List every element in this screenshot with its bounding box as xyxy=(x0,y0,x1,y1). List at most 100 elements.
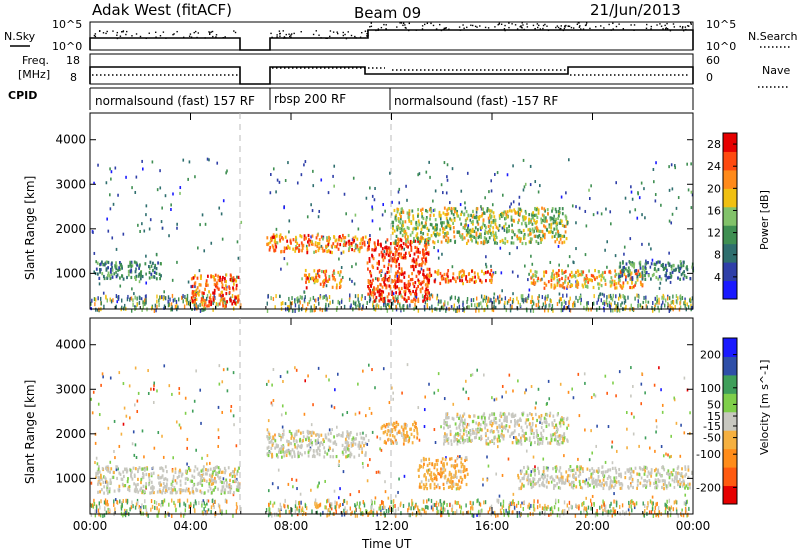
heatmap-cell xyxy=(461,233,464,237)
heatmap-cell xyxy=(431,308,433,313)
heatmap-cell xyxy=(134,277,137,281)
heatmap-cell xyxy=(639,280,642,284)
heatmap-cell xyxy=(480,280,483,284)
heatmap-cell xyxy=(379,227,381,231)
heatmap-cell xyxy=(446,178,449,182)
heatmap-cell xyxy=(479,512,481,517)
heatmap-cell xyxy=(367,513,369,518)
noise-dot xyxy=(546,25,548,27)
heatmap-cell xyxy=(669,507,671,512)
heatmap-cell xyxy=(490,220,493,224)
heatmap-cell xyxy=(664,502,666,507)
heatmap-cell xyxy=(551,304,554,309)
heatmap-cell xyxy=(371,368,373,372)
heatmap-cell xyxy=(115,468,118,472)
heatmap-cell xyxy=(621,273,624,278)
noise-dot xyxy=(595,26,597,28)
heatmap-cell xyxy=(156,389,158,393)
heatmap-cell xyxy=(623,300,626,305)
heatmap-cell xyxy=(217,436,220,440)
heatmap-cell xyxy=(326,236,328,240)
heatmap-cell xyxy=(416,237,419,241)
heatmap-cell xyxy=(398,271,401,275)
heatmap-cell xyxy=(608,294,610,299)
heatmap-cell xyxy=(199,283,202,287)
noise-dot xyxy=(536,23,539,25)
heatmap-cell xyxy=(439,271,442,276)
heatmap-cell xyxy=(195,297,198,302)
heatmap-cell xyxy=(458,304,461,309)
heatmap-cell xyxy=(600,212,603,216)
heatmap-cell xyxy=(134,295,136,300)
heatmap-cell xyxy=(402,304,404,309)
heatmap-cell xyxy=(583,501,585,506)
heatmap-cell xyxy=(159,481,162,485)
heatmap-cell xyxy=(675,421,678,425)
heatmap-cell xyxy=(230,472,232,476)
heatmap-cell xyxy=(134,467,137,471)
heatmap-cell xyxy=(107,426,110,430)
heatmap-cell xyxy=(237,256,240,260)
heatmap-cell xyxy=(287,505,289,510)
heatmap-cell xyxy=(583,278,586,282)
heatmap-cell xyxy=(385,240,387,244)
heatmap-cell xyxy=(222,368,225,372)
heatmap-cell xyxy=(113,470,115,475)
heatmap-cell xyxy=(546,402,548,406)
heatmap-cell xyxy=(400,238,403,243)
heatmap-cell xyxy=(391,200,393,204)
heatmap-cell xyxy=(380,274,382,278)
heatmap-cell xyxy=(280,267,282,271)
heatmap-cell xyxy=(573,273,576,277)
heatmap-cell xyxy=(419,270,421,274)
heatmap-cell xyxy=(198,269,201,273)
heatmap-cell xyxy=(105,268,108,272)
heatmap-cell xyxy=(506,215,509,219)
heatmap-cell xyxy=(553,286,556,290)
noise-dot xyxy=(94,33,97,35)
heatmap-cell xyxy=(338,273,341,277)
heatmap-cell xyxy=(304,160,307,164)
heatmap-cell xyxy=(411,277,414,282)
heatmap-cell xyxy=(233,470,236,474)
heatmap-cell xyxy=(158,298,160,303)
heatmap-cell xyxy=(168,234,170,238)
heatmap-cell xyxy=(526,299,528,304)
heatmap-cell xyxy=(537,211,540,215)
heatmap-cell xyxy=(634,208,637,212)
heatmap-cell xyxy=(530,218,533,222)
noise-dot xyxy=(342,34,345,37)
heatmap-cell xyxy=(375,298,377,303)
heatmap-cell xyxy=(566,285,569,289)
heatmap-cell xyxy=(237,294,240,298)
heatmap-cell xyxy=(638,294,640,299)
heatmap-cell xyxy=(660,203,662,207)
heatmap-cell xyxy=(212,301,214,306)
heatmap-cell xyxy=(368,363,370,367)
heatmap-cell xyxy=(517,500,520,505)
heatmap-cell xyxy=(98,480,101,485)
heatmap-cell xyxy=(483,272,486,276)
heatmap-cell xyxy=(609,270,612,275)
heatmap-cell xyxy=(479,232,482,237)
noise-dot xyxy=(579,25,581,27)
heatmap-cell xyxy=(648,510,651,515)
heatmap-cell xyxy=(122,232,125,236)
heatmap-cell xyxy=(655,502,657,507)
heatmap-cell xyxy=(562,293,564,298)
heatmap-cell xyxy=(153,383,155,387)
heatmap-cell xyxy=(485,279,487,283)
heatmap-cell xyxy=(178,470,181,474)
heatmap-cell xyxy=(202,307,205,312)
heatmap-cell xyxy=(479,226,482,230)
heatmap-cell xyxy=(98,478,101,482)
heatmap-cell xyxy=(315,273,318,277)
heatmap-cell xyxy=(333,164,336,168)
heatmap-cell xyxy=(151,486,153,490)
heatmap-cell xyxy=(414,264,417,269)
heatmap-cell xyxy=(425,240,428,244)
heatmap-cell xyxy=(170,487,173,492)
noise-dot xyxy=(562,29,565,32)
heatmap-cell xyxy=(644,265,647,269)
heatmap-cell xyxy=(339,503,342,508)
